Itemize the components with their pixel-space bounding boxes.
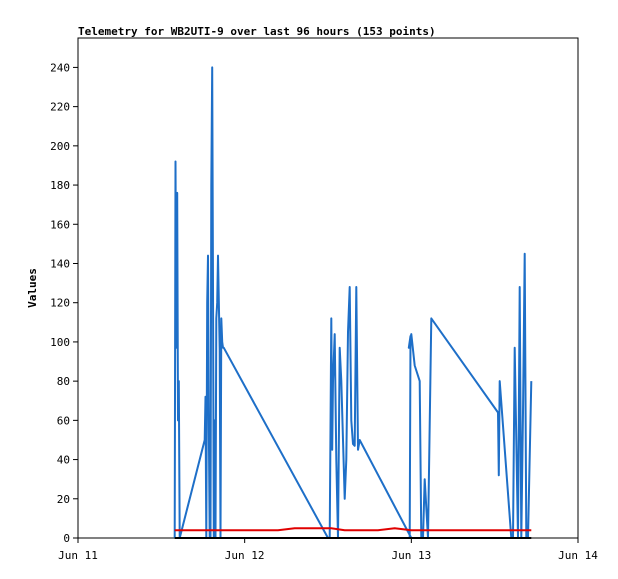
y-axis: 0 20 40 60 80 100 120 140 160 180 200 220 240	[50, 61, 78, 545]
x-tick-label: Jun 14	[558, 549, 598, 562]
y-tick-label: 160	[50, 218, 70, 231]
series-lines	[173, 66, 533, 539]
x-tick-label: Jun 11	[58, 549, 98, 562]
y-tick-label: 180	[50, 179, 70, 192]
y-tick-label: 120	[50, 297, 70, 310]
x-axis: Jun 11 Jun 12 Jun 13 Jun 14	[58, 538, 598, 562]
chart-title: Telemetry for WB2UTI-9 over last 96 hour…	[78, 25, 436, 38]
y-tick-label: 20	[57, 493, 70, 506]
x-tick-label: Jun 12	[225, 549, 265, 562]
y-tick-label: 60	[57, 414, 70, 427]
y-tick-label: 140	[50, 257, 70, 270]
y-tick-label: 200	[50, 140, 70, 153]
y-tick-label: 40	[57, 454, 70, 467]
x-tick-label: Jun 13	[391, 549, 431, 562]
series-line-0	[173, 66, 533, 539]
y-tick-label: 80	[57, 375, 70, 388]
y-axis-label: Values	[26, 268, 39, 308]
plot-frame	[77, 37, 579, 539]
series-line-1	[174, 527, 532, 532]
y-tick-label: 100	[50, 336, 70, 349]
y-tick-label: 240	[50, 61, 70, 74]
y-tick-label: 220	[50, 101, 70, 114]
y-tick-label: 0	[63, 532, 70, 545]
